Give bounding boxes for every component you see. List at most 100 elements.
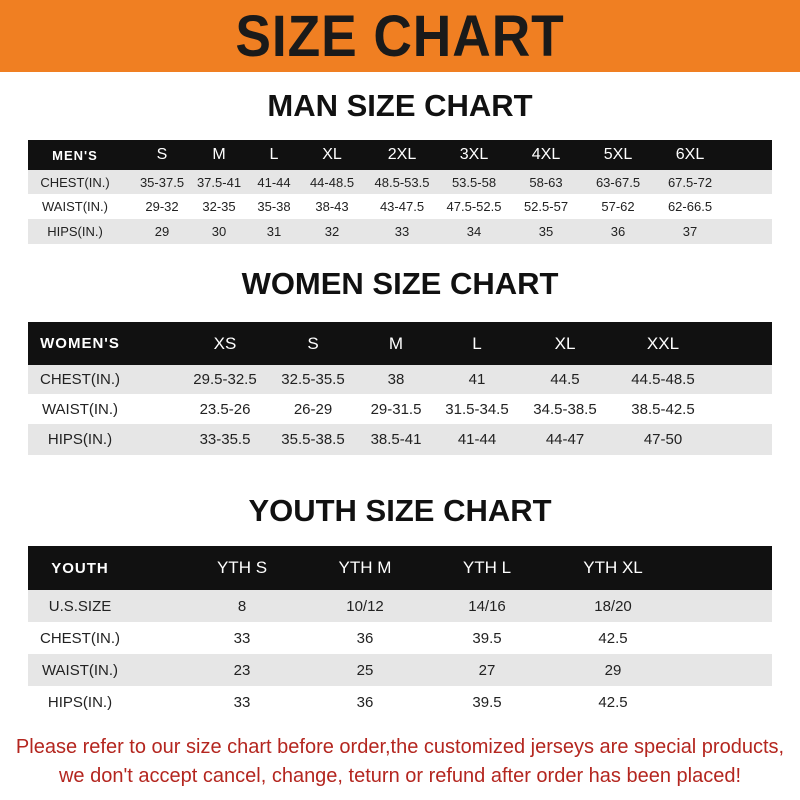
measurement-cell: 42.5 (598, 629, 628, 647)
size-header-cell: XS (213, 333, 237, 353)
men-size-table: MEN'S S M L XL 2XL 3XL 4XL 5XL 6XL CHEST(IN.) 35-37… (28, 140, 772, 244)
size-header-cell: 2XL (387, 146, 417, 163)
measurement-cell: 31 (266, 224, 282, 239)
measurement-cell: 34 (466, 224, 482, 239)
table-row: CHEST(IN.) 29.5-32.5 32.5-35.5 38 41 44.5 44.5… (28, 365, 772, 394)
table-row: CHEST(IN.) 33 36 39.5 42.5 (28, 622, 772, 654)
measurement-cell: 35-37.5 (139, 174, 185, 190)
measurement-cell: 36 (356, 693, 374, 711)
measurement-cell: 23.5-26 (199, 400, 251, 418)
measurement-cell: 8 (237, 597, 247, 615)
size-header-cell: YTH M (338, 558, 392, 577)
size-header-cell: L (472, 333, 482, 353)
row-label: WAIST(IN.) (42, 199, 108, 214)
measurement-cell: 39.5 (472, 693, 502, 711)
table-row: HIPS(IN.) 33-35.5 35.5-38.5 38.5-41 41-44 44-… (28, 424, 772, 455)
measurement-cell: 32 (324, 224, 340, 239)
measurement-cell: 29 (604, 661, 622, 679)
measurement-cell: 63-67.5 (595, 174, 641, 190)
measurement-cell: 48.5-53.5 (374, 174, 430, 190)
row-label: HIPS(IN.) (47, 693, 113, 711)
row-label: CHEST(IN.) (40, 629, 120, 647)
measurement-cell: 33-35.5 (199, 431, 251, 448)
measurement-cell: 39.5 (472, 629, 502, 647)
measurement-cell: 18/20 (594, 597, 632, 615)
measurement-cell: 29.5-32.5 (193, 371, 257, 388)
measurement-cell: 37 (682, 224, 698, 239)
measurement-cell: 47-50 (643, 431, 683, 448)
table-title-cell: WOMEN'S (40, 335, 120, 352)
men-header-row: MEN'S S M L XL 2XL 3XL 4XL 5XL 6XL (28, 140, 772, 170)
table-row: WAIST(IN.) 29-32 32-35 35-38 38-43 43-47.5 47.… (28, 194, 772, 219)
row-label: CHEST(IN.) (40, 371, 120, 388)
size-header-cell: XL (322, 146, 342, 163)
measurement-cell: 23 (233, 661, 251, 679)
measurement-cell: 42.5 (598, 693, 628, 711)
measurement-cell: 33 (394, 224, 410, 239)
men-title: MAN SIZE CHART (267, 88, 533, 123)
table-row: WAIST(IN.) 23.5-26 26-29 29-31.5 31.5-34.5 34… (28, 394, 772, 424)
table-row: HIPS(IN.) 33 36 39.5 42.5 (28, 686, 772, 718)
measurement-cell: 32-35 (202, 199, 236, 214)
youth-size-table: YOUTH YTH S YTH M YTH L YTH XL U.S.SIZE 8 10/12… (28, 546, 772, 718)
measurement-cell: 33 (233, 693, 251, 711)
measurement-cell: 25 (356, 661, 374, 679)
size-header-cell: XL (554, 333, 576, 353)
measurement-cell: 29-32 (145, 199, 179, 214)
measurement-cell: 37.5-41 (196, 174, 242, 190)
size-header-cell: L (269, 146, 279, 163)
table-title-cell: YOUTH (51, 559, 109, 577)
measurement-cell: 41 (468, 371, 486, 388)
measurement-cell: 27 (478, 661, 496, 679)
size-header-cell: 3XL (459, 146, 489, 163)
measurement-cell: 41-44 (257, 174, 291, 190)
size-header-cell: 6XL (675, 146, 705, 163)
measurement-cell: 29 (154, 224, 170, 239)
banner-title: SIZE CHART (235, 3, 565, 69)
measurement-cell: 36 (356, 629, 374, 647)
measurement-cell: 41-44 (457, 431, 497, 448)
size-header-cell: M (212, 146, 226, 163)
measurement-cell: 38 (387, 371, 405, 388)
measurement-cell: 26-29 (293, 400, 333, 418)
measurement-cell: 35.5-38.5 (281, 431, 345, 448)
banner: SIZE CHART (0, 0, 800, 72)
measurement-cell: 44-48.5 (309, 174, 355, 190)
measurement-cell: 67.5-72 (667, 174, 713, 190)
measurement-cell: 35 (538, 224, 554, 239)
size-header-cell: S (156, 146, 168, 163)
measurement-cell: 35-38 (257, 199, 291, 214)
youth-title: YOUTH SIZE CHART (248, 493, 552, 528)
measurement-cell: 44-47 (545, 431, 585, 448)
row-label: HIPS(IN.) (47, 224, 103, 239)
notice-line-1: Please refer to our size chart before or… (15, 736, 785, 758)
size-header-cell: M (388, 333, 404, 353)
measurement-cell: 44.5 (550, 371, 580, 388)
table-row: CHEST(IN.) 35-37.5 37.5-41 41-44 44-48.5 48.5… (28, 170, 772, 194)
measurement-cell: 30 (211, 224, 227, 239)
measurement-cell: 38.5-42.5 (631, 400, 695, 418)
measurement-cell: 47.5-52.5 (446, 199, 502, 214)
measurement-cell: 14/16 (468, 597, 506, 615)
measurement-cell: 32.5-35.5 (281, 371, 345, 388)
measurement-cell: 34.5-38.5 (533, 400, 597, 418)
size-header-cell: S (307, 333, 319, 353)
measurement-cell: 53.5-58 (451, 174, 497, 190)
size-header-cell: XXL (646, 333, 680, 353)
row-label: CHEST(IN.) (40, 174, 110, 190)
women-size-table: WOMEN'S XS S M L XL XXL CHEST(IN.) 29.5-32.5 32.5… (28, 322, 772, 455)
measurement-cell: 43-47.5 (379, 199, 425, 214)
measurement-cell: 10/12 (346, 597, 384, 615)
row-label: U.S.SIZE (48, 597, 112, 615)
size-header-cell: 4XL (531, 146, 561, 163)
women-title: WOMEN SIZE CHART (241, 266, 559, 301)
size-header-cell: YTH XL (583, 558, 643, 577)
measurement-cell: 36 (610, 224, 626, 239)
row-label: WAIST(IN.) (41, 661, 119, 679)
measurement-cell: 58-63 (529, 174, 563, 190)
size-header-cell: YTH S (216, 558, 268, 577)
size-header-cell: YTH L (462, 558, 512, 577)
measurement-cell: 57-62 (601, 199, 635, 214)
measurement-cell: 44.5-48.5 (631, 371, 695, 388)
table-row: U.S.SIZE 8 10/12 14/16 18/20 (28, 590, 772, 622)
